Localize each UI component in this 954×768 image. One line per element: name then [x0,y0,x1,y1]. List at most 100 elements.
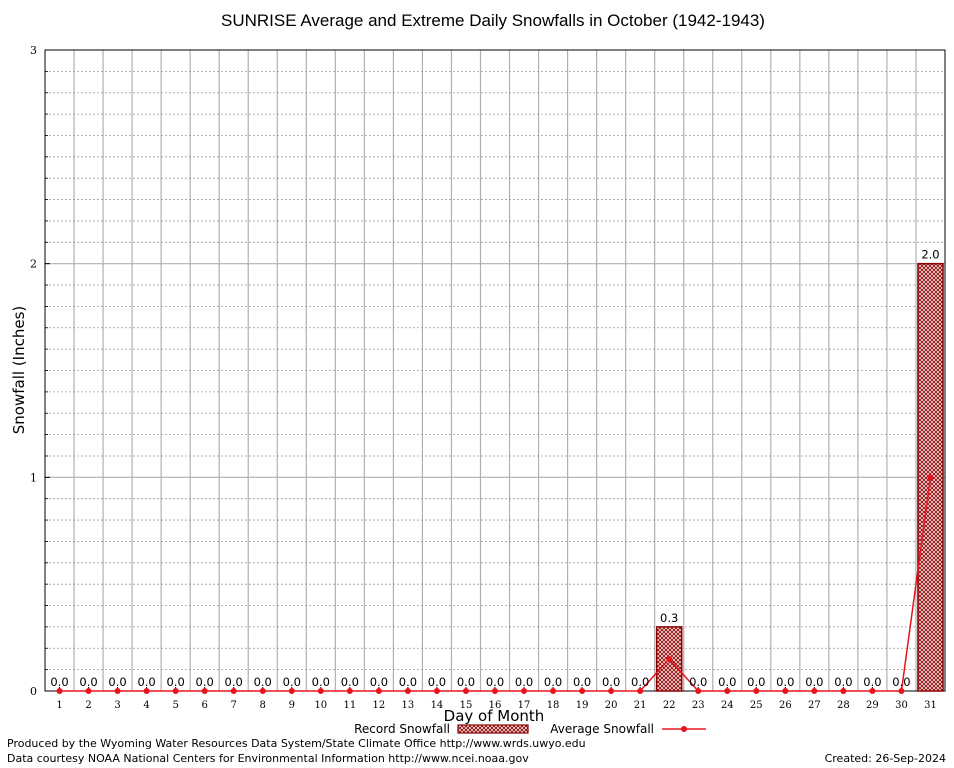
x-tick-label: 16 [489,700,502,711]
average-point [782,688,789,694]
x-tick-label: 10 [314,700,327,711]
y-tick-label: 1 [30,471,37,484]
average-point [172,688,179,694]
bar-value-label: 0.0 [166,675,184,689]
average-point [114,688,121,694]
average-point [230,688,237,694]
x-tick-label: 7 [231,700,237,711]
bar-value-label: 0.0 [718,675,736,689]
bar-value-label: 0.0 [515,675,533,689]
y-axis-ticks: 0 1 2 3 [30,44,50,698]
bar-value-label: 0.0 [108,675,126,689]
bar-value-label: 0.0 [137,675,155,689]
x-tick-label: 28 [837,700,850,711]
footer-created-date: Created: 26-Sep-2024 [824,752,946,765]
average-point [201,688,208,694]
x-tick-label: 6 [201,700,207,711]
x-tick-label: 1 [56,700,62,711]
bar-value-label: 0.0 [805,675,823,689]
bar-value-label: 0.0 [196,675,214,689]
average-point [724,688,731,694]
legend-average-marker [681,726,687,732]
x-tick-label: 20 [605,700,618,711]
x-axis-label: Day of Month [444,707,545,725]
x-tick-label: 25 [750,700,763,711]
x-tick-label: 26 [779,700,792,711]
x-tick-label: 4 [143,700,149,711]
legend-average-label: Average Snowfall [550,722,654,736]
legend-record-label: Record Snowfall [354,722,450,736]
x-tick-label: 14 [431,700,444,711]
average-point [840,688,847,694]
x-tick-label: 19 [576,700,589,711]
bar-value-label: 0.0 [631,675,649,689]
x-axis-ticks: 1 2 3 4 5 6 7 8 9 10 11 12 13 14 15 16 17 18 19 20 21 22 23 24 2… [56,687,937,711]
bar-value-label: 0.0 [79,675,97,689]
bar-value-label: 0.0 [486,675,504,689]
average-point [550,688,557,694]
average-point [404,688,411,694]
average-line [56,474,934,694]
bar-value-label: 0.0 [573,675,591,689]
x-tick-label: 17 [518,700,531,711]
bar-value-label: 0.0 [341,675,359,689]
x-tick-label: 12 [373,700,386,711]
bar-value-label: 0.0 [689,675,707,689]
x-tick-label: 30 [895,700,908,711]
average-point [346,688,353,694]
bar-value-label: 0.0 [50,675,68,689]
x-tick-label: 18 [547,700,560,711]
average-point [695,688,702,694]
x-tick-label: 9 [289,700,295,711]
x-tick-label: 3 [114,700,120,711]
legend: Record Snowfall Average Snowfall [354,722,706,736]
y-axis-label: Snowfall (Inches) [10,306,28,434]
footer-producer: Produced by the Wyoming Water Resources … [7,737,586,750]
average-point [579,688,586,694]
bar-value-label: 0.0 [312,675,330,689]
average-point [143,688,150,694]
x-tick-label: 15 [460,700,473,711]
bar-value-label: 0.0 [254,675,272,689]
y-tick-label: 3 [30,44,37,57]
bar-value-labels: 0.0 0.0 0.0 0.0 0.0 0.0 0.0 0.0 0.0 0.0 0.0 0.0 0.0 0… [50,248,939,689]
x-tick-label: 11 [343,700,356,711]
x-tick-label: 24 [721,700,734,711]
bar-value-label: 0.0 [747,675,765,689]
x-tick-label: 22 [663,700,676,711]
x-tick-label: 23 [692,700,705,711]
average-point [898,688,905,694]
x-tick-label: 5 [172,700,178,711]
average-point [288,688,295,694]
x-tick-label: 13 [402,700,415,711]
bar-value-label: 0.0 [225,675,243,689]
average-point [375,688,382,694]
average-point [492,688,498,694]
average-point [811,688,818,694]
x-tick-label: 2 [85,700,91,711]
bar-value-label: 0.0 [544,675,562,689]
bar-value-label: 0.0 [602,675,620,689]
y-tick-label: 2 [30,258,37,271]
grid [45,50,945,691]
x-tick-label: 8 [260,700,266,711]
average-point [608,688,615,694]
average-point [927,474,934,481]
bar-value-label: 0.0 [283,675,301,689]
bar-value-label: 0.0 [834,675,852,689]
bar-value-label: 0.0 [370,675,388,689]
average-point [869,688,876,694]
average-point [637,688,644,694]
average-point [521,688,528,694]
legend-record-swatch [457,724,529,734]
average-point [433,688,440,694]
x-tick-label: 27 [808,700,821,711]
bar-value-label: 2.0 [921,248,939,262]
average-point [85,688,92,694]
x-tick-label: 21 [634,700,647,711]
bar-value-label: 0.0 [399,675,417,689]
average-point [462,688,469,694]
bar-value-label: 0.0 [457,675,475,689]
average-point [259,688,266,694]
